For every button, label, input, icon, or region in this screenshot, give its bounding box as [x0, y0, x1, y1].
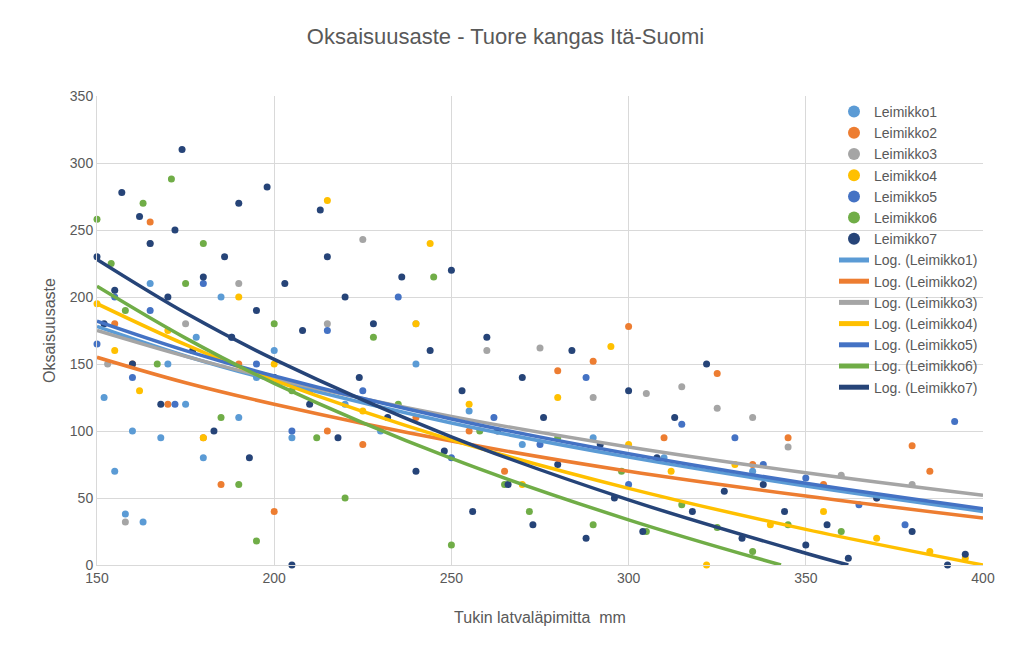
- svg-text:Tukin latvaläpimitta mm: Tukin latvaläpimitta mm: [454, 609, 626, 626]
- svg-text:Leimikko6: Leimikko6: [874, 210, 937, 226]
- svg-text:150: 150: [70, 356, 94, 372]
- svg-text:350: 350: [794, 570, 818, 586]
- svg-text:0: 0: [85, 557, 93, 573]
- svg-text:Leimikko7: Leimikko7: [874, 231, 937, 247]
- svg-text:200: 200: [263, 570, 287, 586]
- svg-text:250: 250: [70, 222, 94, 238]
- svg-text:Leimikko4: Leimikko4: [874, 168, 937, 184]
- svg-text:300: 300: [70, 155, 94, 171]
- svg-text:Leimikko3: Leimikko3: [874, 146, 937, 162]
- svg-text:Leimikko1: Leimikko1: [874, 104, 937, 120]
- svg-text:100: 100: [70, 423, 94, 439]
- svg-text:Oksaisuusaste: Oksaisuusaste: [41, 278, 58, 383]
- svg-text:400: 400: [971, 570, 995, 586]
- svg-text:300: 300: [617, 570, 641, 586]
- svg-text:Log. (Leimikko2): Log. (Leimikko2): [874, 274, 978, 290]
- svg-text:Log. (Leimikko4): Log. (Leimikko4): [874, 316, 978, 332]
- svg-text:150: 150: [85, 570, 109, 586]
- svg-text:Leimikko5: Leimikko5: [874, 189, 937, 205]
- svg-text:50: 50: [78, 490, 94, 506]
- svg-text:Log. (Leimikko7): Log. (Leimikko7): [874, 380, 978, 396]
- svg-text:Log. (Leimikko6): Log. (Leimikko6): [874, 358, 978, 374]
- svg-text:Log. (Leimikko5): Log. (Leimikko5): [874, 337, 978, 353]
- svg-text:200: 200: [70, 289, 94, 305]
- svg-text:Oksaisuusaste - Tuore kangas I: Oksaisuusaste - Tuore kangas Itä-Suomi: [307, 24, 704, 49]
- svg-text:350: 350: [70, 88, 94, 104]
- svg-text:250: 250: [440, 570, 464, 586]
- svg-text:Log. (Leimikko3): Log. (Leimikko3): [874, 295, 978, 311]
- svg-text:Log. (Leimikko1): Log. (Leimikko1): [874, 252, 978, 268]
- svg-text:Leimikko2: Leimikko2: [874, 125, 937, 141]
